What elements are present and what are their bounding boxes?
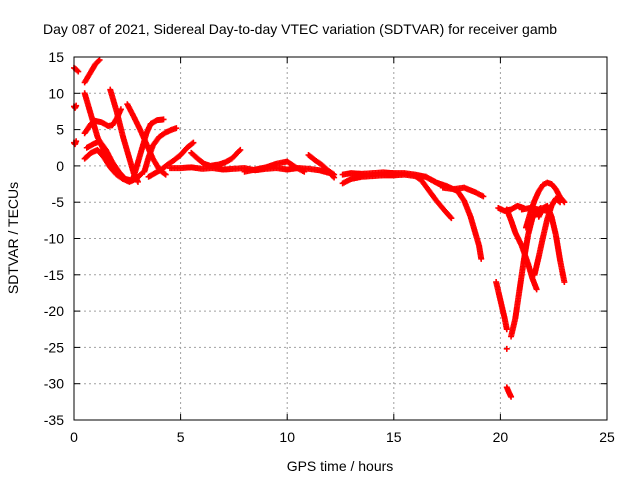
data-point [447,214,454,221]
y-tick-label: -30 [44,376,64,392]
x-tick-label: 0 [70,429,78,445]
data-point [128,177,135,184]
data-point [190,139,197,146]
data-point [503,326,510,333]
y-axis-label: SDTVAR / TECUs [5,182,21,294]
data-point [331,171,338,178]
data-point [189,140,196,147]
y-tick-label: -35 [44,412,64,428]
data-points [71,56,568,400]
y-tick-label: 5 [56,122,64,138]
data-point [301,168,308,175]
x-tick-label: 15 [386,429,402,445]
data-point [138,171,145,178]
data-point [503,345,510,352]
data-point [237,146,244,153]
data-point [74,67,81,74]
data-point [236,148,243,155]
y-tick-label: -20 [44,303,64,319]
y-tick-label: 10 [48,85,64,101]
grid-lines [74,57,607,420]
x-axis-ticks: 0 5 10 15 20 25 [70,57,615,445]
y-tick-label: 15 [48,49,64,65]
y-axis-ticks: 15 10 5 0 -5 -10 -15 -20 -25 -30 -35 [44,49,607,428]
data-point [95,57,102,64]
data-point [173,125,180,132]
y-tick-label: -10 [44,231,64,247]
data-point [75,68,82,75]
data-point [556,198,563,205]
y-tick-label: -5 [52,194,65,210]
data-point [478,255,485,262]
data-point [533,286,540,293]
data-point [162,171,169,178]
data-point [161,170,168,177]
y-tick-label: -15 [44,267,64,283]
data-point [557,199,564,206]
data-point [480,193,487,200]
x-axis-label: GPS time / hours [287,458,394,474]
x-tick-label: 10 [279,429,295,445]
data-point [160,116,167,123]
chart-title: Day 087 of 2021, Sidereal Day-to-day VTE… [43,21,557,37]
x-tick-label: 20 [493,429,509,445]
y-tick-label: 0 [56,158,64,174]
data-point [134,178,141,185]
y-tick-label: -25 [44,339,64,355]
data-point [544,207,551,214]
x-tick-label: 25 [599,429,615,445]
data-point [508,393,515,400]
data-point [120,175,127,182]
x-tick-label: 5 [177,429,185,445]
data-point [448,215,455,222]
data-point [561,279,568,286]
data-point [96,56,103,63]
